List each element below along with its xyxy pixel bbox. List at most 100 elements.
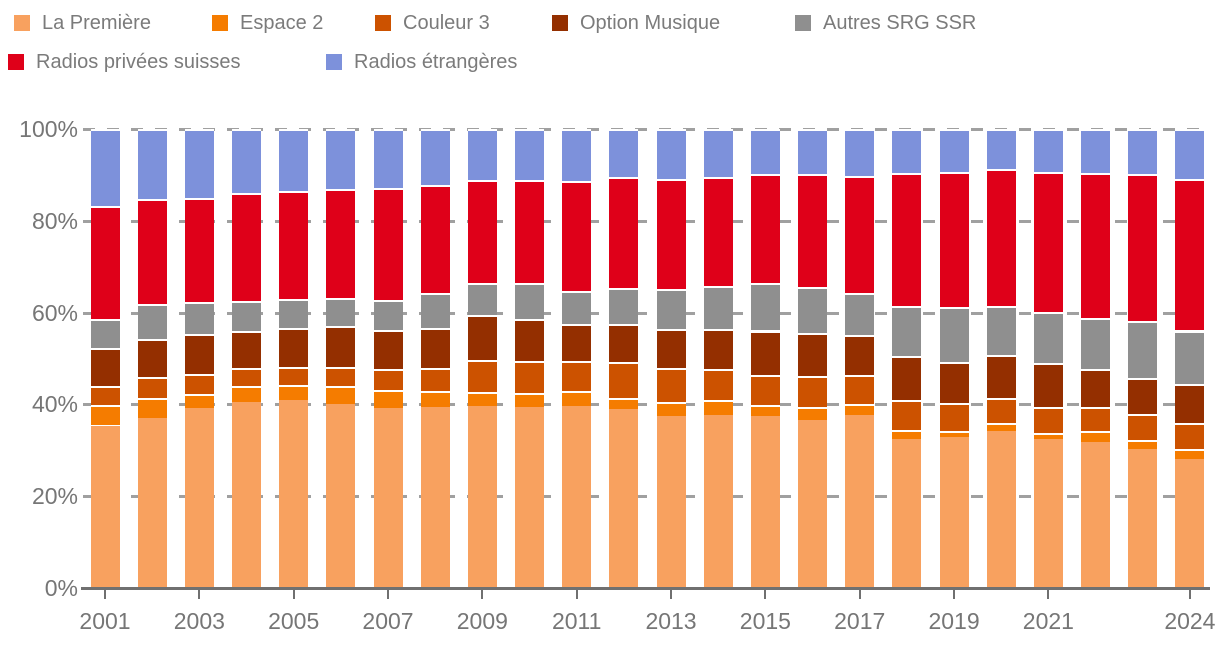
bar-2021-option-musique — [1033, 362, 1063, 407]
x-axis-label-2003: 2003 — [173, 608, 225, 634]
bar-2017-option-musique — [845, 335, 875, 375]
bar-2003-espace-2 — [184, 393, 214, 408]
bar-2004-espace-2 — [232, 386, 261, 403]
bar-2006-radios-etrangeres — [326, 129, 356, 189]
x-axis-label-2017: 2017 — [834, 608, 886, 634]
bar-2010-autres-srg-ssr — [515, 282, 545, 319]
bar-2023-la-premiere — [1128, 449, 1158, 588]
bar-2013-radios-etrangeres — [656, 129, 686, 179]
bar-2014-autres-srg-ssr — [703, 285, 733, 330]
bar-2005-couleur-3 — [279, 366, 309, 386]
legend-swatch-autres-srg-ssr — [795, 15, 811, 31]
bar-2018-couleur-3 — [892, 399, 922, 431]
bar-2016-radios-etrangeres — [798, 129, 828, 175]
bar-2019-espace-2 — [939, 431, 969, 437]
bar-2003-option-musique — [184, 334, 214, 374]
bar-2001-radios-privees-suisses — [90, 206, 120, 320]
bar-2018-radios-privees-suisses — [892, 172, 922, 306]
y-axis-label-100: 100% — [19, 116, 78, 142]
bar-2006-option-musique — [326, 325, 356, 367]
bar-2011-couleur-3 — [562, 360, 592, 392]
x-axis-line — [81, 587, 1210, 590]
bar-2006-espace-2 — [326, 386, 356, 405]
bar-2017-radios-etrangeres — [845, 129, 875, 176]
x-axis-label-2009: 2009 — [456, 608, 508, 634]
bar-2010-option-musique — [515, 318, 545, 361]
bar-2011-la-premiere — [562, 406, 592, 588]
bar-2008-espace-2 — [420, 391, 450, 408]
bar-2011-option-musique — [562, 324, 592, 361]
bar-2004-radios-etrangeres — [232, 129, 261, 194]
bar-2014-radios-privees-suisses — [703, 177, 733, 286]
bar-2007-espace-2 — [373, 390, 403, 408]
bar-2012-espace-2 — [609, 397, 639, 410]
y-axis-label-60: 60% — [31, 299, 78, 326]
bar-2019-la-premiere — [939, 436, 969, 588]
bar-2010-radios-etrangeres — [515, 129, 545, 180]
bar-2002-espace-2 — [137, 397, 167, 419]
x-axis-tick-2003 — [198, 590, 201, 599]
bar-2009-radios-etrangeres — [467, 129, 497, 180]
bar-2024-la-premiere — [1175, 459, 1205, 588]
bar-2018-espace-2 — [892, 430, 922, 439]
bar-2002-radios-privees-suisses — [137, 199, 167, 304]
legend-label-option-musique: Option Musique — [580, 12, 721, 34]
bar-2004-autres-srg-ssr — [232, 301, 261, 331]
bar-2017-radios-privees-suisses — [845, 175, 875, 293]
bar-2015-autres-srg-ssr — [750, 283, 780, 331]
bar-2017-autres-srg-ssr — [845, 292, 875, 336]
x-axis-tick-2009 — [481, 590, 484, 599]
bar-2021-autres-srg-ssr — [1033, 312, 1063, 363]
bar-2012-couleur-3 — [609, 361, 639, 398]
bar-2002-radios-etrangeres — [137, 129, 167, 200]
bar-2005-radios-etrangeres — [279, 129, 309, 191]
x-axis-tick-2013 — [670, 590, 673, 599]
legend-item-la-premiere: La Première — [14, 12, 151, 34]
bar-2020-radios-etrangeres — [986, 129, 1016, 169]
bar-2013-la-premiere — [656, 415, 686, 588]
bar-2004-la-premiere — [232, 402, 261, 588]
bar-2009-radios-privees-suisses — [467, 179, 497, 283]
bar-2001-la-premiere — [90, 425, 120, 588]
legend-label-espace-2: Espace 2 — [240, 12, 324, 34]
bar-2008-radios-privees-suisses — [420, 185, 450, 293]
bar-2011-espace-2 — [562, 391, 592, 407]
bar-2016-la-premiere — [798, 420, 828, 588]
legend-item-option-musique: Option Musique — [552, 12, 720, 34]
bar-2022-la-premiere — [1081, 441, 1111, 588]
x-axis-label-2024: 2024 — [1164, 608, 1216, 634]
bar-2016-autres-srg-ssr — [798, 286, 828, 333]
bar-2002-la-premiere — [137, 418, 167, 588]
y-axis-label-80: 80% — [31, 207, 78, 234]
bar-2009-option-musique — [467, 314, 497, 360]
bar-2020-radios-privees-suisses — [986, 168, 1016, 306]
x-axis-label-2019: 2019 — [928, 608, 980, 634]
bar-2023-couleur-3 — [1128, 414, 1158, 441]
bar-2021-couleur-3 — [1033, 406, 1063, 433]
bar-2020-espace-2 — [986, 422, 1016, 432]
bar-2016-option-musique — [798, 332, 828, 376]
bar-2002-option-musique — [137, 339, 167, 377]
bar-2012-autres-srg-ssr — [609, 288, 639, 325]
bar-2021-espace-2 — [1033, 432, 1063, 440]
x-axis-tick-2005 — [292, 590, 295, 599]
bar-2015-option-musique — [750, 330, 780, 376]
bar-2017-la-premiere — [845, 414, 875, 588]
legend-item-autres-srg-ssr: Autres SRG SSR — [795, 12, 976, 34]
bar-2015-la-premiere — [750, 415, 780, 588]
bar-2024-radios-etrangeres — [1175, 129, 1205, 179]
bar-2008-autres-srg-ssr — [420, 292, 450, 328]
bar-2012-radios-etrangeres — [609, 129, 639, 177]
bar-2016-couleur-3 — [798, 375, 828, 407]
bar-2011-radios-etrangeres — [562, 129, 592, 182]
x-axis-tick-2007 — [387, 590, 390, 599]
bar-2019-radios-privees-suisses — [939, 172, 969, 307]
bar-2013-radios-privees-suisses — [656, 178, 686, 290]
legend-item-radios-etrangeres: Radios étrangères — [326, 51, 517, 73]
x-axis-tick-2017 — [858, 590, 861, 599]
bar-2015-radios-etrangeres — [750, 129, 780, 174]
bar-2001-option-musique — [90, 348, 120, 386]
gridline-60 — [83, 311, 1210, 315]
bar-2015-espace-2 — [750, 404, 780, 416]
bar-2022-radios-privees-suisses — [1081, 172, 1111, 319]
